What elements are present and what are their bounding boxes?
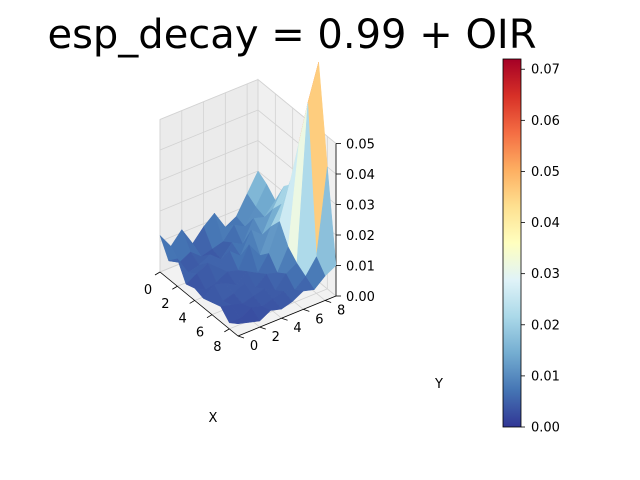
grid-line-z: [159, 140, 259, 181]
chart-title: esp_decay = 0.99 + OIR: [47, 12, 536, 58]
z-tick-label: 0.03: [346, 199, 375, 214]
colorbar: 0.00 0.01 0.02 0.03 0.04 0.05 0.06 0.07: [502, 58, 560, 436]
x-tick-mark: [189, 300, 195, 304]
grid-line-z: [159, 170, 259, 212]
axes-lines: [159, 143, 337, 337]
x-tick-label: 0: [144, 283, 152, 298]
y-tick-label: 2: [272, 330, 280, 345]
y-tick-label: 8: [337, 303, 345, 318]
y-axis-line: [237, 295, 337, 337]
y-tick-label: 6: [315, 312, 323, 327]
colorbar-tick-label: 0.06: [531, 114, 560, 129]
x-tick-label: 2: [161, 297, 169, 312]
grid-line-z: [159, 109, 259, 151]
y-tick-label: 0: [250, 339, 258, 354]
z-tick-label: 0.01: [346, 260, 375, 275]
z-tick-label: 0.05: [346, 138, 375, 153]
surface-plot: [159, 62, 337, 325]
y-tick-mark: [324, 300, 332, 303]
z-tick-label: 0.00: [346, 290, 375, 305]
y-tick-mark: [303, 308, 310, 312]
y-axis-label: Y: [434, 377, 443, 392]
surface-patch: [229, 318, 250, 325]
colorbar-tick-label: 0.05: [531, 165, 560, 180]
colorbar-tick-label: 0.02: [531, 318, 560, 333]
x-tick-mark: [206, 314, 213, 319]
x-tick-label: 8: [213, 340, 221, 355]
x-tick-mark: [154, 271, 161, 276]
colorbar-tick-label: 0.00: [531, 421, 560, 436]
colorbar-tick-label: 0.03: [531, 267, 560, 282]
z-tick-label: 0.04: [346, 168, 375, 183]
colorbar-tick-label: 0.01: [531, 369, 560, 384]
z-tick-label: 0.02: [346, 229, 375, 244]
grid-line-z: [159, 79, 259, 120]
y-tick-mark: [259, 326, 266, 330]
x-tick-mark: [224, 328, 230, 333]
y-tick-mark: [237, 335, 245, 339]
colorbar-tick-label: 0.04: [531, 216, 560, 231]
y-tick-label: 4: [293, 321, 301, 336]
x-tick-label: 6: [196, 326, 204, 341]
x-axis-label: X: [209, 411, 218, 426]
x-axis-line: [159, 271, 239, 337]
x-tick-label: 4: [179, 311, 187, 326]
colorbar-gradient: [502, 58, 522, 428]
colorbar-tick-label: 0.07: [531, 63, 560, 78]
x-tick-mark: [172, 285, 178, 290]
y-tick-mark: [281, 317, 288, 321]
